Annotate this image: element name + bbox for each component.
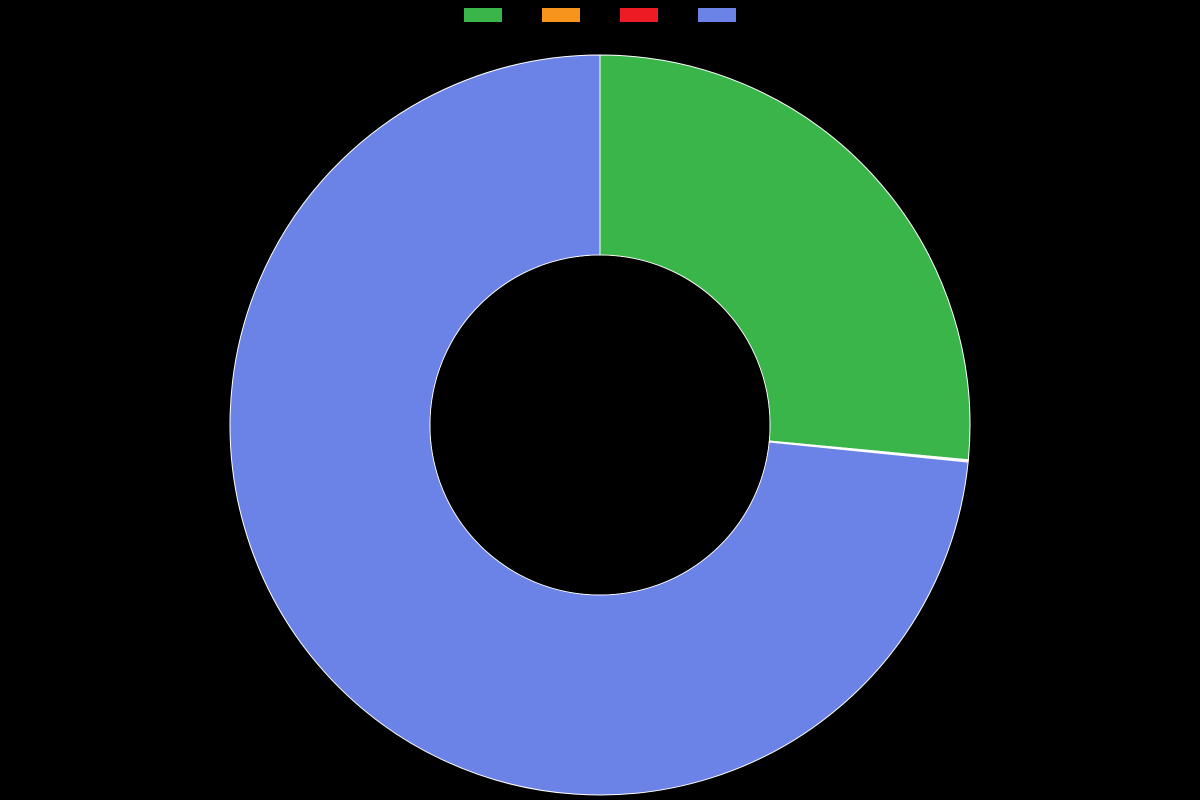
- legend-swatch-2: [620, 8, 658, 22]
- chart-legend: [0, 0, 1200, 30]
- legend-swatch-1: [542, 8, 580, 22]
- donut-chart-svg: [0, 30, 1200, 800]
- donut-chart: [0, 30, 1200, 800]
- legend-swatch-0: [464, 8, 502, 22]
- donut-hole: [431, 256, 770, 595]
- legend-swatch-3: [698, 8, 736, 22]
